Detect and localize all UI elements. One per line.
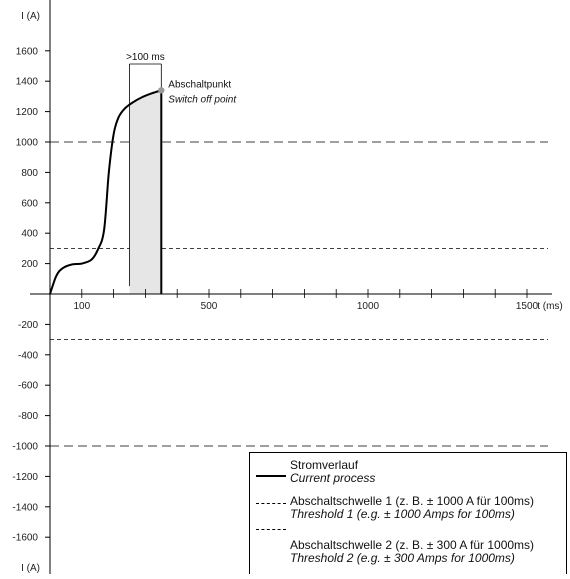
x-tick-label: 100 — [73, 301, 90, 312]
y-tick-label: 1000 — [16, 138, 39, 149]
legend-item-threshold2: Abschaltschwelle 2 (z. B. ± 300 A für 10… — [256, 529, 562, 579]
x-axis-label: t (ms) — [537, 301, 563, 312]
current-process-line — [49, 89, 162, 295]
legend-label-current-en: Current process — [290, 471, 376, 485]
annotations: >100 ms Abschaltpunkt Switch off point — [126, 52, 237, 286]
y-tick-label: -1200 — [12, 472, 38, 483]
y-tick-label: -200 — [18, 320, 38, 331]
threshold-lines — [50, 141, 548, 447]
y-tick-label: 1200 — [16, 107, 39, 118]
legend-item-threshold1: Abschaltschwelle 1 (z. B. ± 1000 A für 1… — [256, 495, 562, 535]
y-tick-label: 800 — [21, 168, 38, 179]
y-axis-label-top: I (A) — [21, 11, 40, 22]
y-tick-label: -800 — [18, 411, 38, 422]
x-tick-label: 1500 — [516, 301, 539, 312]
shaded-area — [129, 90, 162, 294]
y-tick-label: -1400 — [12, 502, 38, 513]
switch-off-label-de: Abschaltpunkt — [168, 79, 231, 90]
y-tick-label: 200 — [21, 259, 38, 270]
switch-off-point — [158, 87, 165, 94]
y-tick-label: 600 — [21, 198, 38, 209]
legend-label-threshold2-en: Threshold 2 (e.g. ± 300 Amps for 1000ms) — [290, 551, 515, 565]
y-axis-label-bottom: I (A) — [21, 563, 40, 574]
legend-swatch-long-dash — [256, 503, 286, 504]
legend-label-current-de: Stromverlauf — [290, 458, 359, 472]
y-tick-label: 1600 — [16, 46, 39, 57]
switch-off-label-en: Switch off point — [168, 94, 237, 105]
axes — [30, 0, 552, 574]
legend-swatch-short-dash — [256, 529, 286, 530]
y-tick-label: -1000 — [12, 442, 38, 453]
y-tick-label: -1600 — [12, 533, 38, 544]
legend: Stromverlauf Current process Abschaltsch… — [249, 452, 567, 574]
y-tick-label: -600 — [18, 381, 38, 392]
x-tick-label: 500 — [201, 301, 218, 312]
legend-item-current: Stromverlauf Current process — [256, 459, 562, 499]
tick-labels: 1600 1400 1200 1000 800 600 400 200 -200 -400 -600… — [12, 11, 562, 574]
legend-label-threshold1-de: Abschaltschwelle 1 (z. B. ± 1000 A für 1… — [290, 494, 535, 508]
x-tick-label: 1000 — [357, 301, 380, 312]
legend-label-threshold1-en: Threshold 1 (e.g. ± 1000 Amps for 100ms) — [290, 507, 515, 521]
series-layer — [49, 89, 163, 295]
legend-label-threshold2-de: Abschaltschwelle 2 (z. B. ± 300 A für 10… — [290, 538, 535, 552]
y-tick-label: 400 — [21, 229, 38, 240]
shaded-region — [129, 90, 162, 294]
duration-label: >100 ms — [126, 52, 165, 63]
y-tick-label: -400 — [18, 350, 38, 361]
legend-swatch-solid — [256, 475, 286, 477]
y-tick-label: 1400 — [16, 77, 39, 88]
